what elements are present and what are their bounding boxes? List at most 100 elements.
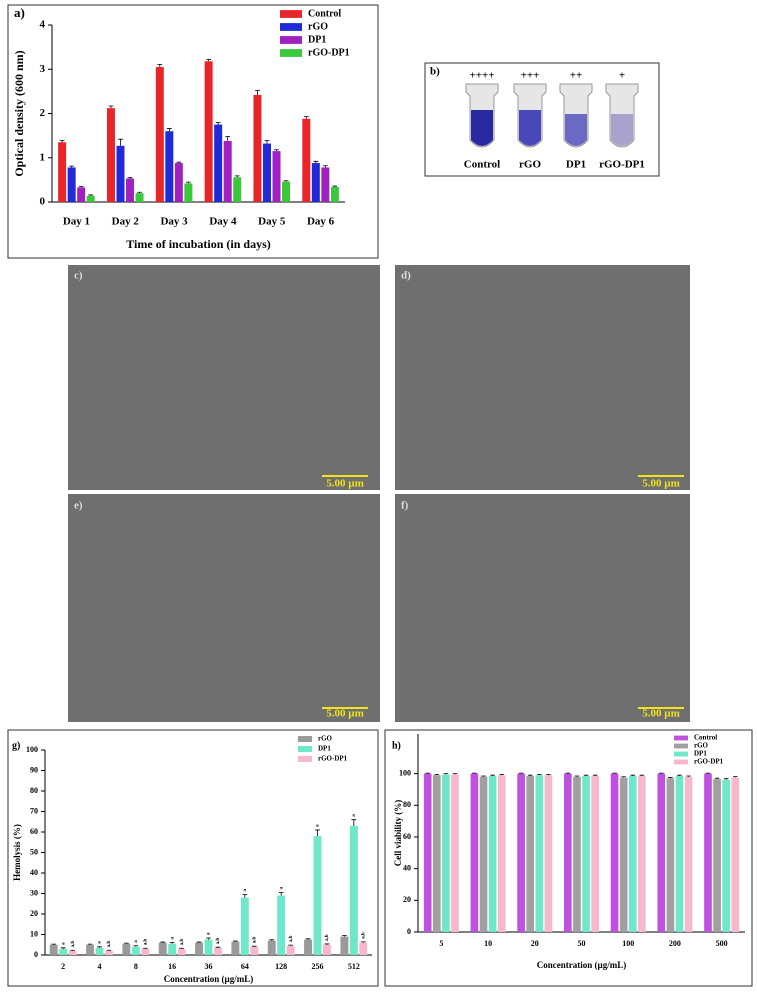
x-tick-label: 4 [98, 962, 102, 971]
legend-label: rGO [318, 735, 333, 743]
bar [675, 775, 684, 932]
y-tick-label: 0 [34, 950, 38, 959]
error-bar [714, 777, 720, 780]
panel-h-frame [384, 729, 753, 987]
significance-label: a [316, 824, 321, 827]
panel-a-frame [7, 4, 379, 259]
x-tick-label: 200 [669, 939, 681, 948]
significance-label: a,b [143, 938, 148, 945]
bar [666, 778, 675, 932]
bar [282, 181, 291, 202]
panel-label: f) [401, 500, 409, 512]
error-bar [234, 175, 240, 178]
bar [544, 775, 553, 932]
legend-swatch [298, 756, 312, 762]
y-tick-label: 10 [30, 929, 38, 938]
error-bar [142, 947, 148, 949]
bar [340, 936, 349, 955]
error-bar [305, 938, 311, 940]
bar [95, 947, 104, 955]
bar [184, 183, 193, 202]
sem-image: d) 5.00 µm [395, 265, 690, 490]
x-tick-label: 5 [439, 939, 443, 948]
x-tick-label: 64 [241, 962, 249, 971]
error-bar [452, 773, 458, 775]
error-bar [160, 941, 166, 943]
bar [619, 777, 628, 932]
bar [731, 777, 740, 932]
significance-label: a,b [71, 941, 76, 948]
error-bar [723, 778, 729, 780]
tube: + rGO-DP1 [599, 70, 645, 171]
bar [313, 836, 322, 955]
x-tick-label: 256 [312, 962, 324, 971]
bar [86, 195, 95, 202]
tube-name: Control [464, 159, 500, 171]
growth-signs: +++ [521, 70, 540, 82]
bar [168, 943, 177, 955]
error-bar [169, 942, 175, 944]
bar [104, 950, 113, 955]
error-bar [70, 949, 75, 951]
legend-swatch [280, 49, 302, 57]
bar [582, 775, 590, 932]
bar [657, 773, 666, 932]
error-bar [324, 943, 330, 945]
bar [231, 941, 240, 955]
bar [58, 142, 67, 202]
x-tick-label: Day 1 [63, 216, 90, 228]
bar [59, 948, 68, 955]
bar [704, 773, 712, 932]
bar [591, 775, 599, 932]
tube-name: rGO [519, 159, 541, 171]
error-bar [621, 776, 626, 778]
bar [262, 143, 271, 202]
error-bar [668, 777, 673, 779]
error-bar [88, 194, 94, 196]
error-bar [179, 947, 184, 949]
sem-image: f) 5.00 µm [395, 494, 690, 722]
error-bar [242, 894, 248, 898]
error-bar [537, 773, 542, 776]
error-bar [59, 140, 65, 143]
bar [277, 895, 286, 955]
error-bar [574, 775, 580, 777]
panel-g-frame [7, 729, 379, 987]
y-tick-label: 60 [30, 827, 38, 836]
bar [517, 773, 525, 932]
significance-label: a,b [252, 936, 257, 943]
x-tick-label: 20 [531, 939, 539, 948]
bar [321, 167, 330, 202]
legend-swatch [674, 735, 688, 741]
bar [722, 779, 731, 932]
tube-content [471, 110, 493, 146]
bar [135, 193, 144, 202]
error-bar [87, 943, 93, 945]
error-bar [118, 138, 123, 146]
x-tick-label: Day 6 [307, 216, 335, 228]
legend-swatch [280, 23, 302, 31]
error-bar [133, 945, 139, 947]
error-bar [127, 177, 133, 179]
legend-swatch [298, 736, 312, 742]
growth-signs: ++ [570, 70, 583, 82]
growth-signs: + [619, 70, 625, 82]
bar [158, 942, 167, 955]
legend-label: rGO-DP1 [318, 755, 348, 763]
y-axis-label: Hemolysis (%) [12, 824, 22, 881]
significance-label: a [207, 932, 212, 935]
error-bar [215, 121, 221, 125]
bar [451, 774, 459, 932]
bar [610, 773, 619, 932]
bar [126, 178, 135, 202]
bar [526, 775, 535, 932]
scale-label: 5.00 µm [642, 478, 680, 490]
error-bar [196, 941, 202, 943]
bar [77, 187, 86, 202]
bar [479, 776, 488, 932]
x-tick-label: Day 3 [160, 216, 188, 228]
scale-label: 5.00 µm [326, 708, 364, 720]
x-tick-label: Day 4 [209, 216, 237, 228]
y-tick-label: 4 [40, 19, 46, 31]
error-bar [360, 941, 366, 943]
